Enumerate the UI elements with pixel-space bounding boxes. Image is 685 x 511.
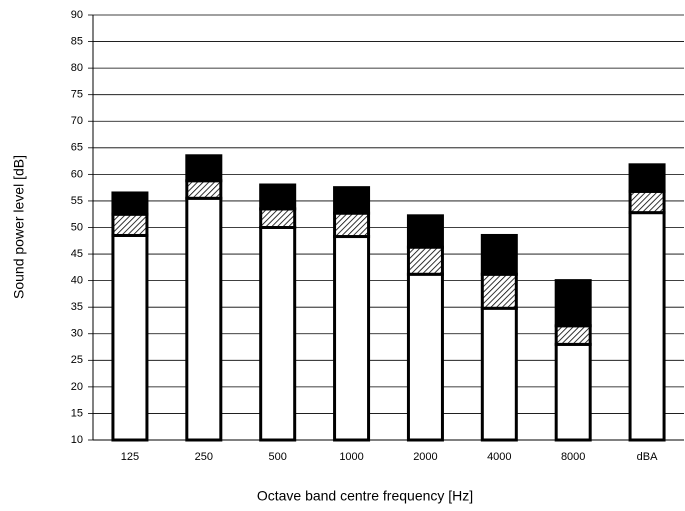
y-tick-label: 80 (71, 62, 83, 74)
bar-segment (554, 324, 592, 346)
x-tick-label: 125 (121, 451, 139, 463)
y-tick-label: 40 (71, 275, 83, 287)
y-tick-label: 70 (71, 115, 83, 127)
bar-segment (406, 272, 444, 442)
y-tick-label: 45 (71, 248, 83, 260)
x-tick-label: dBA (637, 451, 658, 463)
bar-segment (185, 154, 223, 183)
y-tick-label: 20 (71, 381, 83, 393)
x-tick-label: 500 (269, 451, 287, 463)
y-tick-label: 75 (71, 89, 83, 101)
bar-segment (259, 207, 297, 229)
y-tick-label: 15 (71, 407, 83, 419)
bar-segment (333, 186, 371, 215)
y-tick-label: 50 (71, 221, 83, 233)
y-tick-label: 30 (71, 328, 83, 340)
y-tick-label: 55 (71, 195, 83, 207)
y-tick-label: 65 (71, 142, 83, 154)
bar-segment (185, 179, 223, 200)
y-tick-label: 85 (71, 35, 83, 47)
bar-segment (111, 191, 149, 216)
x-tick-label: 4000 (487, 451, 511, 463)
bar-segment (406, 214, 444, 249)
bar-segment (480, 272, 518, 310)
bar-segment (554, 342, 592, 442)
bar-segment (406, 245, 444, 276)
bar-segment (333, 211, 371, 239)
y-tick-label: 35 (71, 301, 83, 313)
x-tick-label: 250 (195, 451, 213, 463)
x-tick-label: 2000 (413, 451, 437, 463)
bar-segment (259, 226, 297, 442)
y-axis-title: Sound power level [dB] (11, 155, 27, 299)
x-tick-label: 1000 (339, 451, 363, 463)
bar-segment (480, 306, 518, 442)
bar-segment (628, 163, 666, 193)
bar-segment (480, 233, 518, 276)
bar-segment (333, 235, 371, 442)
y-tick-label: 60 (71, 168, 83, 180)
bar-segment (628, 211, 666, 442)
bar-segment (554, 279, 592, 328)
bar-segment (628, 189, 666, 215)
y-tick-label: 90 (71, 9, 83, 21)
y-tick-label: 25 (71, 354, 83, 366)
x-tick-label: 8000 (561, 451, 585, 463)
bar-segment (259, 183, 297, 211)
bar-segment (111, 233, 149, 442)
bar-segment (111, 212, 149, 237)
bar-segment (185, 196, 223, 442)
x-axis-title: Octave band centre frequency [Hz] (257, 488, 473, 504)
y-tick-label: 10 (71, 434, 83, 446)
